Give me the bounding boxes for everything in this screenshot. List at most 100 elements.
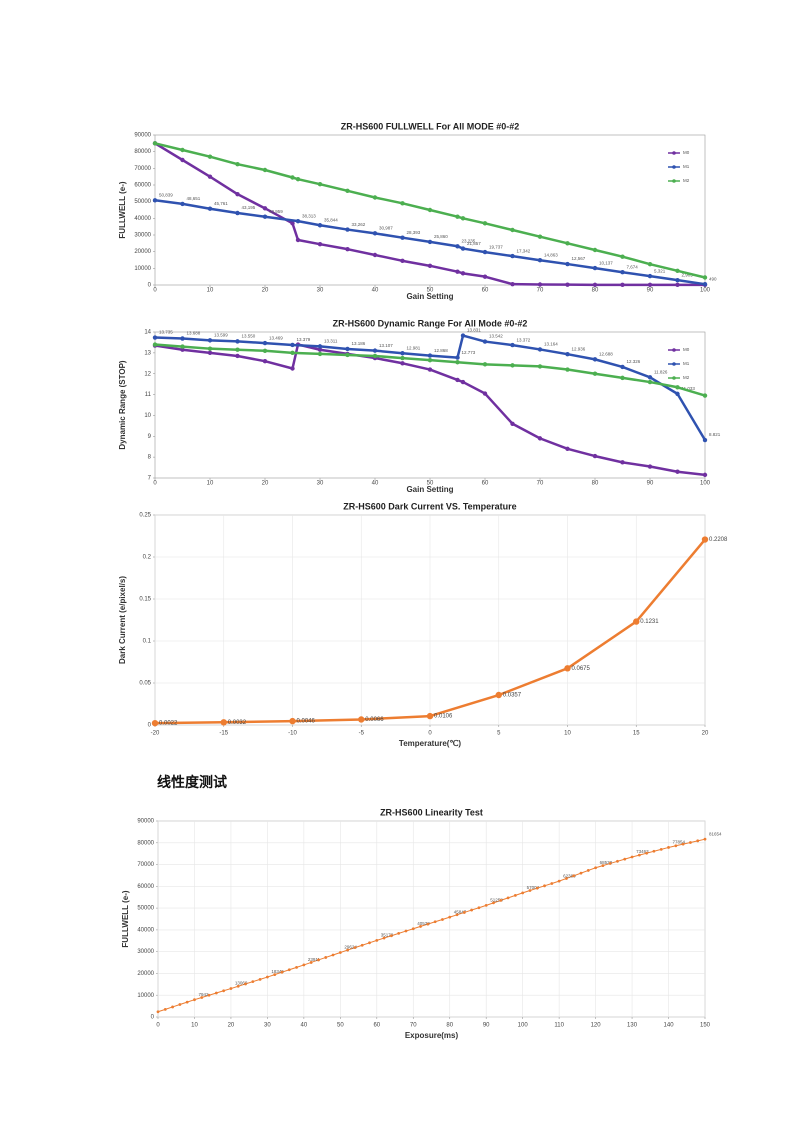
data-point (235, 210, 240, 216)
x-tick-label: 80 (592, 288, 599, 294)
data-point (193, 998, 196, 1002)
data-point (214, 991, 218, 995)
data-label: 29624 (344, 945, 357, 950)
data-point (675, 391, 680, 397)
data-label: 13.550 (242, 334, 256, 339)
data-point (477, 906, 481, 910)
data-point (262, 206, 268, 211)
legend-marker (672, 179, 676, 183)
data-label: 2,905 (682, 272, 694, 277)
data-point (180, 347, 185, 352)
data-point (152, 335, 158, 340)
x-tick-label: 20 (262, 288, 269, 294)
data-label: 30,987 (379, 226, 393, 231)
data-point (317, 223, 323, 228)
data-point (404, 929, 408, 933)
data-point (537, 234, 543, 239)
data-point (426, 712, 434, 720)
data-point (565, 261, 570, 267)
data-point (151, 719, 159, 727)
data-point (675, 268, 680, 274)
data-label: 13.599 (214, 333, 228, 338)
x-tick-label: 40 (301, 1023, 308, 1029)
data-point (400, 361, 405, 366)
data-point (702, 281, 708, 287)
data-label: 40,959 (269, 209, 283, 214)
data-point (601, 864, 605, 867)
data-point (235, 339, 240, 344)
data-point (389, 934, 393, 938)
x-tick-label: 100 (700, 288, 711, 294)
y-axis-title: FULLWELL (e-) (121, 890, 130, 948)
data-label: 51258 (490, 898, 503, 903)
data-point (331, 953, 335, 957)
data-point (372, 252, 378, 258)
data-label: 7942 (198, 992, 209, 997)
legend-label: M0 (683, 150, 690, 155)
x-tick-label: 5 (497, 731, 501, 737)
data-point (675, 469, 680, 474)
data-point (207, 206, 213, 211)
y-tick-label: 0.1 (143, 639, 152, 645)
data-point (273, 973, 277, 977)
data-point (620, 364, 625, 370)
x-tick-label: 60 (482, 288, 489, 294)
y-tick-label: 80000 (134, 149, 151, 155)
data-point (156, 1010, 160, 1014)
data-point (510, 421, 515, 426)
data-point (171, 1005, 174, 1009)
data-label: 62380 (563, 873, 576, 878)
data-point (295, 218, 301, 224)
x-tick-label: 140 (664, 1023, 675, 1029)
data-point (620, 270, 625, 275)
data-label: 13.164 (544, 342, 558, 347)
data-point (280, 970, 284, 974)
data-point (510, 227, 515, 233)
data-point (637, 853, 641, 857)
x-tick-label: 15 (633, 731, 640, 737)
y-tick-label: 9 (148, 434, 152, 440)
data-point (510, 342, 515, 348)
data-label: 35178 (381, 933, 394, 938)
data-point (506, 896, 510, 900)
data-point (427, 353, 433, 358)
data-label: 35,844 (324, 217, 338, 222)
y-tick-label: 40000 (134, 216, 151, 222)
data-label: 13.469 (269, 335, 283, 340)
data-point (180, 157, 185, 163)
y-tick-label: 13 (144, 350, 151, 356)
data-point (482, 339, 488, 344)
data-point (521, 891, 525, 895)
x-tick-label: 10 (207, 481, 214, 487)
y-tick-label: 30000 (134, 233, 151, 239)
data-point (460, 333, 466, 338)
x-tick-label: 70 (410, 1023, 417, 1029)
data-point (207, 350, 213, 356)
data-label: 77854 (673, 840, 686, 845)
data-point (537, 347, 543, 352)
data-label: 5,321 (654, 268, 666, 273)
data-point (290, 221, 295, 226)
data-point (419, 925, 422, 928)
data-label: 13.311 (324, 339, 338, 344)
data-point (262, 214, 268, 219)
data-label: 7,674 (627, 264, 639, 269)
data-point (647, 375, 653, 380)
chart-title: ZR-HS600 Linearity Test (380, 807, 483, 817)
x-axis-title: Exposure(ms) (405, 1031, 459, 1040)
y-tick-label: 0 (148, 723, 152, 729)
y-tick-label: 50000 (137, 906, 154, 912)
data-point (470, 908, 474, 912)
data-point (702, 472, 708, 478)
data-label: 13.831 (467, 328, 481, 333)
data-point (375, 938, 379, 942)
data-point (317, 344, 323, 349)
data-point (460, 246, 466, 251)
data-point (427, 367, 433, 372)
data-point (620, 254, 625, 259)
data-point (499, 898, 503, 902)
x-tick-label: 90 (647, 288, 654, 294)
data-point (207, 174, 213, 179)
y-tick-label: 90000 (134, 133, 151, 139)
data-point (309, 961, 313, 964)
